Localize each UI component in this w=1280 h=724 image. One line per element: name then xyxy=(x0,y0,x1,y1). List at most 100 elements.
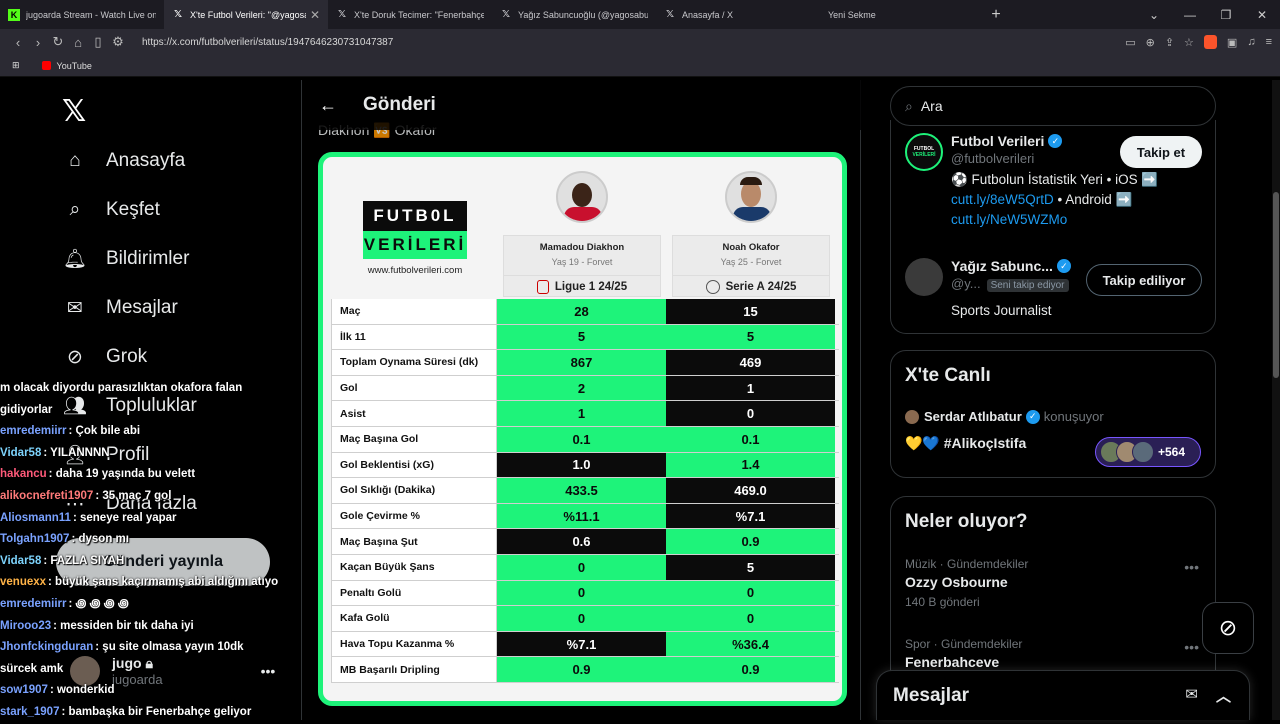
new-message-icon[interactable]: ✉ xyxy=(1185,686,1198,703)
nav-profile[interactable]: 👤︎ Profil xyxy=(62,442,149,468)
grok-button[interactable]: ⊘ xyxy=(1202,602,1254,654)
site-settings-icon[interactable]: ⚙ xyxy=(112,34,124,49)
forward-icon[interactable]: › xyxy=(35,34,41,50)
close-window-icon[interactable]: ✕ xyxy=(1256,7,1268,22)
search-input[interactable]: ⌕ Ara xyxy=(890,86,1216,126)
apps-grid-icon[interactable]: ⊞ xyxy=(12,60,20,70)
nav-explore[interactable]: ⌕ Keşfet xyxy=(62,197,160,223)
star-icon[interactable]: ☆ xyxy=(1184,36,1194,49)
brave-shield-icon[interactable] xyxy=(1203,35,1217,49)
nav-messages[interactable]: ✉ Mesajlar xyxy=(62,295,178,321)
messages-drawer[interactable]: Mesajlar ✉ ︿ xyxy=(876,670,1250,720)
following-button[interactable]: Takip ediliyor xyxy=(1086,264,1202,296)
chat-text: sürcek amk xyxy=(0,662,64,675)
chat-message: Aliosmann11: seneye real yapar xyxy=(0,508,300,530)
listeners-badge[interactable]: +564 xyxy=(1095,437,1201,467)
chat-message: sow1907: wonderkid xyxy=(0,680,300,702)
nav-notifications[interactable]: 🔔︎ Bildirimler xyxy=(62,246,189,272)
browser-tab-futbol-verileri[interactable]: 𝕏 X'te Futbol Verileri: "@yagosabu✕ xyxy=(164,0,328,29)
chat-message: emredemiirr: Çok bile abi xyxy=(0,421,300,443)
minimize-icon[interactable]: — xyxy=(1184,7,1196,22)
player-photo xyxy=(725,171,777,223)
sidebar-icon[interactable]: ▣ xyxy=(1226,36,1238,49)
bio-link[interactable]: cutt.ly/NeW5WZMo xyxy=(951,212,1068,227)
chevron-down-icon[interactable]: ⌄ xyxy=(1148,7,1160,22)
more-icon[interactable]: ••• xyxy=(1184,559,1199,575)
player-name: Mamadou Diakhon xyxy=(539,242,625,253)
maximize-icon[interactable]: ❐ xyxy=(1220,7,1232,22)
chat-username[interactable]: Aliosmann11 xyxy=(0,511,71,524)
follow-button[interactable]: Takip et xyxy=(1120,136,1202,168)
chat-username[interactable]: stark_1907 xyxy=(0,705,60,718)
verified-badge-icon: ✓ xyxy=(1025,409,1040,424)
nav-home[interactable]: ⌂ Anasayfa xyxy=(62,148,185,174)
share-icon[interactable]: ⇪ xyxy=(1164,36,1175,49)
stat-label: Kaçan Büyük Şans xyxy=(331,554,497,580)
brand-bottom: VERİLERİ xyxy=(363,231,467,259)
stat-value-okafor: 0 xyxy=(666,401,835,426)
chat-username[interactable]: emredemiirr xyxy=(0,425,67,438)
post-button[interactable]: Gönderi yayınla xyxy=(56,538,270,586)
chat-message: hakancu: daha 19 yaşında bu velett xyxy=(0,464,300,486)
player-league: Ligue 1 24/25 xyxy=(554,281,628,293)
browser-tab-new[interactable]: Yeni Sekme xyxy=(820,0,984,29)
menu-icon[interactable]: ≡ xyxy=(1265,36,1272,48)
chat-username[interactable]: Jhonfckingduran xyxy=(0,641,94,654)
space-title[interactable]: 💛💙 #AlikoçIstifa xyxy=(905,435,1027,451)
chat-username[interactable]: Tolgahn1907 xyxy=(0,533,70,546)
browser-tab-doruk[interactable]: 𝕏 X'te Doruk Tecimer: "Fenerbahçe'ye d xyxy=(328,0,492,29)
home-icon[interactable]: ⌂ xyxy=(74,34,82,50)
profile-handle: jugoarda xyxy=(112,672,163,687)
more-icon[interactable]: ••• xyxy=(1184,639,1199,655)
music-icon[interactable]: ♫ xyxy=(1247,36,1256,48)
nav-grok[interactable]: ⊘ Grok xyxy=(62,344,147,370)
cast-icon[interactable]: ▭ xyxy=(1125,36,1136,49)
nav-more[interactable]: ⋯ Daha fazla xyxy=(62,491,197,517)
club-badge-icon xyxy=(536,280,549,294)
url-input[interactable]: https://x.com/futbolverileri/status/1947… xyxy=(142,36,394,48)
chat-username[interactable]: emredemiirr xyxy=(0,597,67,610)
bookmark-youtube[interactable]: YouTube xyxy=(56,60,92,71)
account-futbol-verileri[interactable]: FUTBOL VERİLERİ Futbol Verileri ✓ @futbolv… xyxy=(905,133,1181,230)
bookmark-icon[interactable]: ▯ xyxy=(94,34,102,49)
more-icon[interactable]: ••• xyxy=(260,663,276,679)
back-icon[interactable]: ‹ xyxy=(15,34,21,50)
scrollbar-thumb[interactable] xyxy=(1273,192,1279,378)
stat-value-diakhon: 867 xyxy=(497,350,666,375)
chat-username[interactable]: hakancu xyxy=(0,468,47,481)
browser-tab-anasayfa[interactable]: 𝕏 Anasayfa / X xyxy=(656,0,820,29)
chat-username[interactable]: venuexx xyxy=(0,576,47,589)
chat-username[interactable]: Mirooo23 xyxy=(0,619,52,632)
chat-username[interactable]: Vidar58 xyxy=(0,554,42,567)
account-handle: @y... xyxy=(951,276,981,291)
bio-link[interactable]: cutt.ly/8eW5QrtD xyxy=(951,192,1054,207)
brand-logo: FUTB0L VERİLERİ www.futbolverileri.com xyxy=(363,201,467,276)
new-tab-button[interactable]: + xyxy=(991,5,1001,23)
chat-username[interactable]: sow1907 xyxy=(0,684,48,697)
nav-communities[interactable]: 👥︎ Topluluklar xyxy=(62,393,197,419)
chevron-up-icon[interactable]: ︿ xyxy=(1215,688,1231,705)
chat-text: : dyson mı xyxy=(71,533,129,546)
stat-value-okafor: 1 xyxy=(666,375,835,401)
stat-comparison-image[interactable]: FUTB0L VERİLERİ www.futbolverileri.com M… xyxy=(318,152,847,706)
page-scrollbar[interactable] xyxy=(1272,80,1280,720)
stat-label: Asist xyxy=(331,401,497,426)
close-icon[interactable]: ✕ xyxy=(309,7,320,22)
live-host[interactable]: Serdar Atlıbatur ✓ konuşuyor xyxy=(905,409,1104,424)
account-switcher[interactable]: jugo 🔒︎ jugoarda ••• xyxy=(70,655,275,687)
avatar xyxy=(905,258,943,296)
browser-tab-yagiz[interactable]: 𝕏 Yağız Sabuncuoğlu (@yagosabuncuo xyxy=(492,0,656,29)
trend-item[interactable]: Spor · Gündemdekiler Fenerbahceve xyxy=(905,637,1022,670)
trend-item[interactable]: Müzik · Gündemdekiler Ozzy Osbourne 140 … xyxy=(905,557,1028,609)
account-yagiz[interactable]: Yağız Sabunc... ✓ @y... Seni takip ediyor … xyxy=(905,258,1071,321)
zoom-icon[interactable]: ⊕ xyxy=(1145,36,1155,49)
reload-icon[interactable]: ↻ xyxy=(52,34,64,49)
host-name: Serdar Atlıbatur xyxy=(924,409,1022,424)
stat-value-okafor: 0 xyxy=(666,606,835,631)
chat-username[interactable]: Vidar58 xyxy=(0,446,42,459)
stats-row: İlk 11 5 5 xyxy=(331,324,839,351)
back-arrow-icon[interactable]: ← xyxy=(319,94,337,115)
chat-username[interactable]: alikocnefreti1907 xyxy=(0,489,94,502)
x-logo-icon[interactable]: 𝕏 xyxy=(62,95,87,128)
